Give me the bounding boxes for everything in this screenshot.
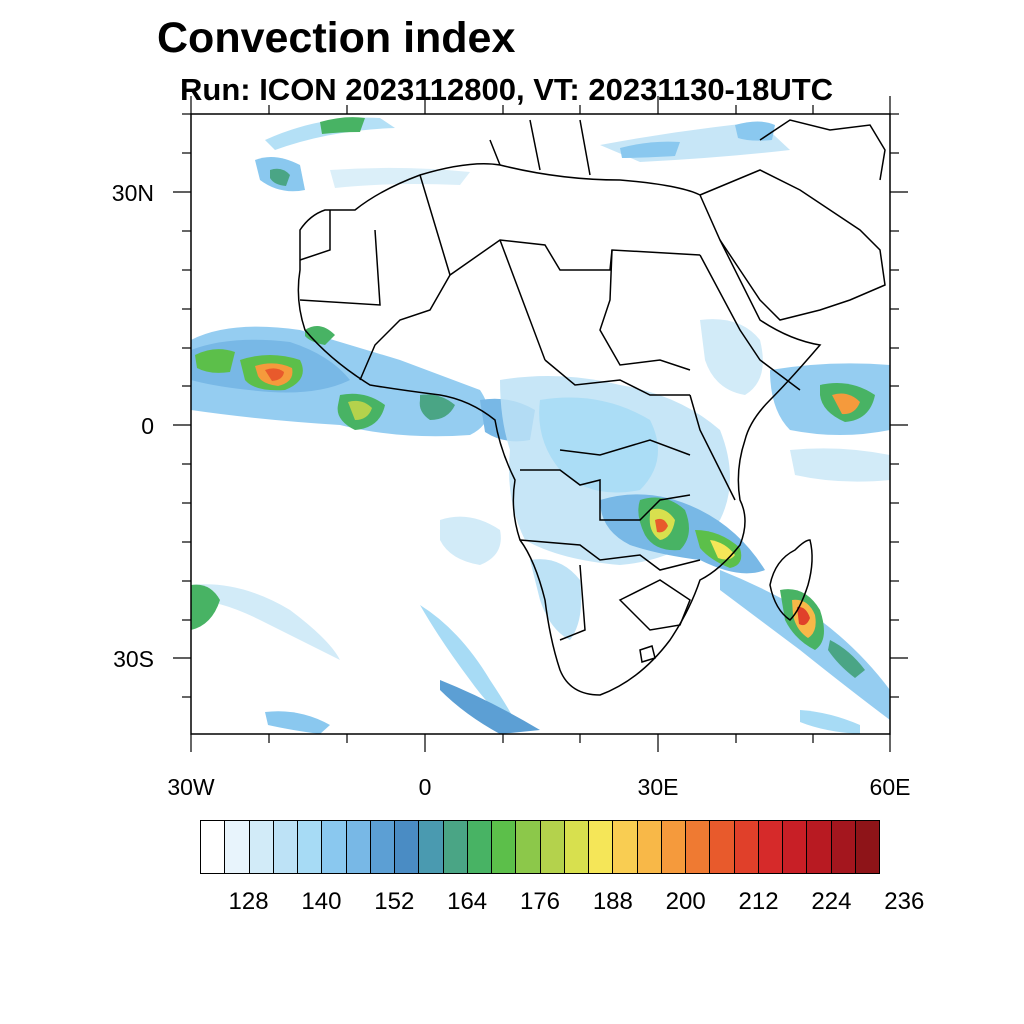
colorbar-swatch (370, 821, 395, 873)
colorbar-tick-label: 224 (811, 888, 852, 915)
colorbar-tick-label: 212 (738, 888, 779, 915)
colorbar-swatch (225, 821, 250, 873)
colorbar-swatch (589, 821, 614, 873)
colorbar-swatch (613, 821, 638, 873)
colorbar-swatch (419, 821, 444, 873)
colorbar-swatch (346, 821, 371, 873)
colorbar-swatch (686, 821, 711, 873)
colorbar-swatch (807, 821, 832, 873)
colorbar-swatch (831, 821, 856, 873)
colorbar-swatch (298, 821, 323, 873)
colorbar-swatch (467, 821, 492, 873)
colorbar-swatch (322, 821, 347, 873)
run-info-subtitle: Run: ICON 2023112800, VT: 20231130-18UTC (180, 72, 834, 107)
colorbar-tick-label: 236 (884, 888, 925, 915)
colorbar-tick-label: 188 (592, 888, 633, 915)
colorbar-tick-label: 152 (374, 888, 415, 915)
colorbar-swatch (783, 821, 808, 873)
colorbar-swatch (249, 821, 274, 873)
colorbar-tick-label: 176 (519, 888, 561, 915)
colorbar-swatch (710, 821, 735, 873)
convection-map (173, 96, 908, 752)
colorbar-swatch (443, 821, 468, 873)
map-frame (190, 113, 891, 735)
lon-label-60e: 60E (869, 774, 911, 800)
colorbar-swatch (201, 821, 226, 873)
colorbar-swatch (734, 821, 759, 873)
convection-field (191, 117, 890, 734)
colorbar-swatch (637, 821, 662, 873)
lat-label-0: 0 (141, 413, 154, 439)
colorbar-swatch (855, 821, 879, 873)
colorbar-tick-label: 128 (228, 888, 269, 915)
colorbar-swatch (758, 821, 783, 873)
chart-title: Convection index (157, 14, 516, 62)
colorbar-swatch (661, 821, 686, 873)
colorbar-tick-label: 140 (301, 888, 342, 915)
colorbar-swatch (516, 821, 541, 873)
colorbar-tick-label: 200 (665, 888, 706, 915)
colorbar-swatch (395, 821, 420, 873)
country-borders (297, 119, 886, 696)
lat-label-30s: 30S (113, 646, 154, 672)
lat-label-30n: 30N (111, 180, 154, 206)
lon-label-0: 0 (418, 774, 432, 800)
colorbar-swatch (540, 821, 565, 873)
axis-ticks (173, 96, 908, 752)
colorbar-swatch (273, 821, 298, 873)
colorbar-tick-label: 164 (447, 888, 488, 915)
lon-label-30w: 30W (167, 774, 215, 800)
colorbar (200, 820, 880, 874)
lon-label-30e: 30E (637, 774, 679, 800)
colorbar-swatch (564, 821, 589, 873)
colorbar-swatch (492, 821, 517, 873)
